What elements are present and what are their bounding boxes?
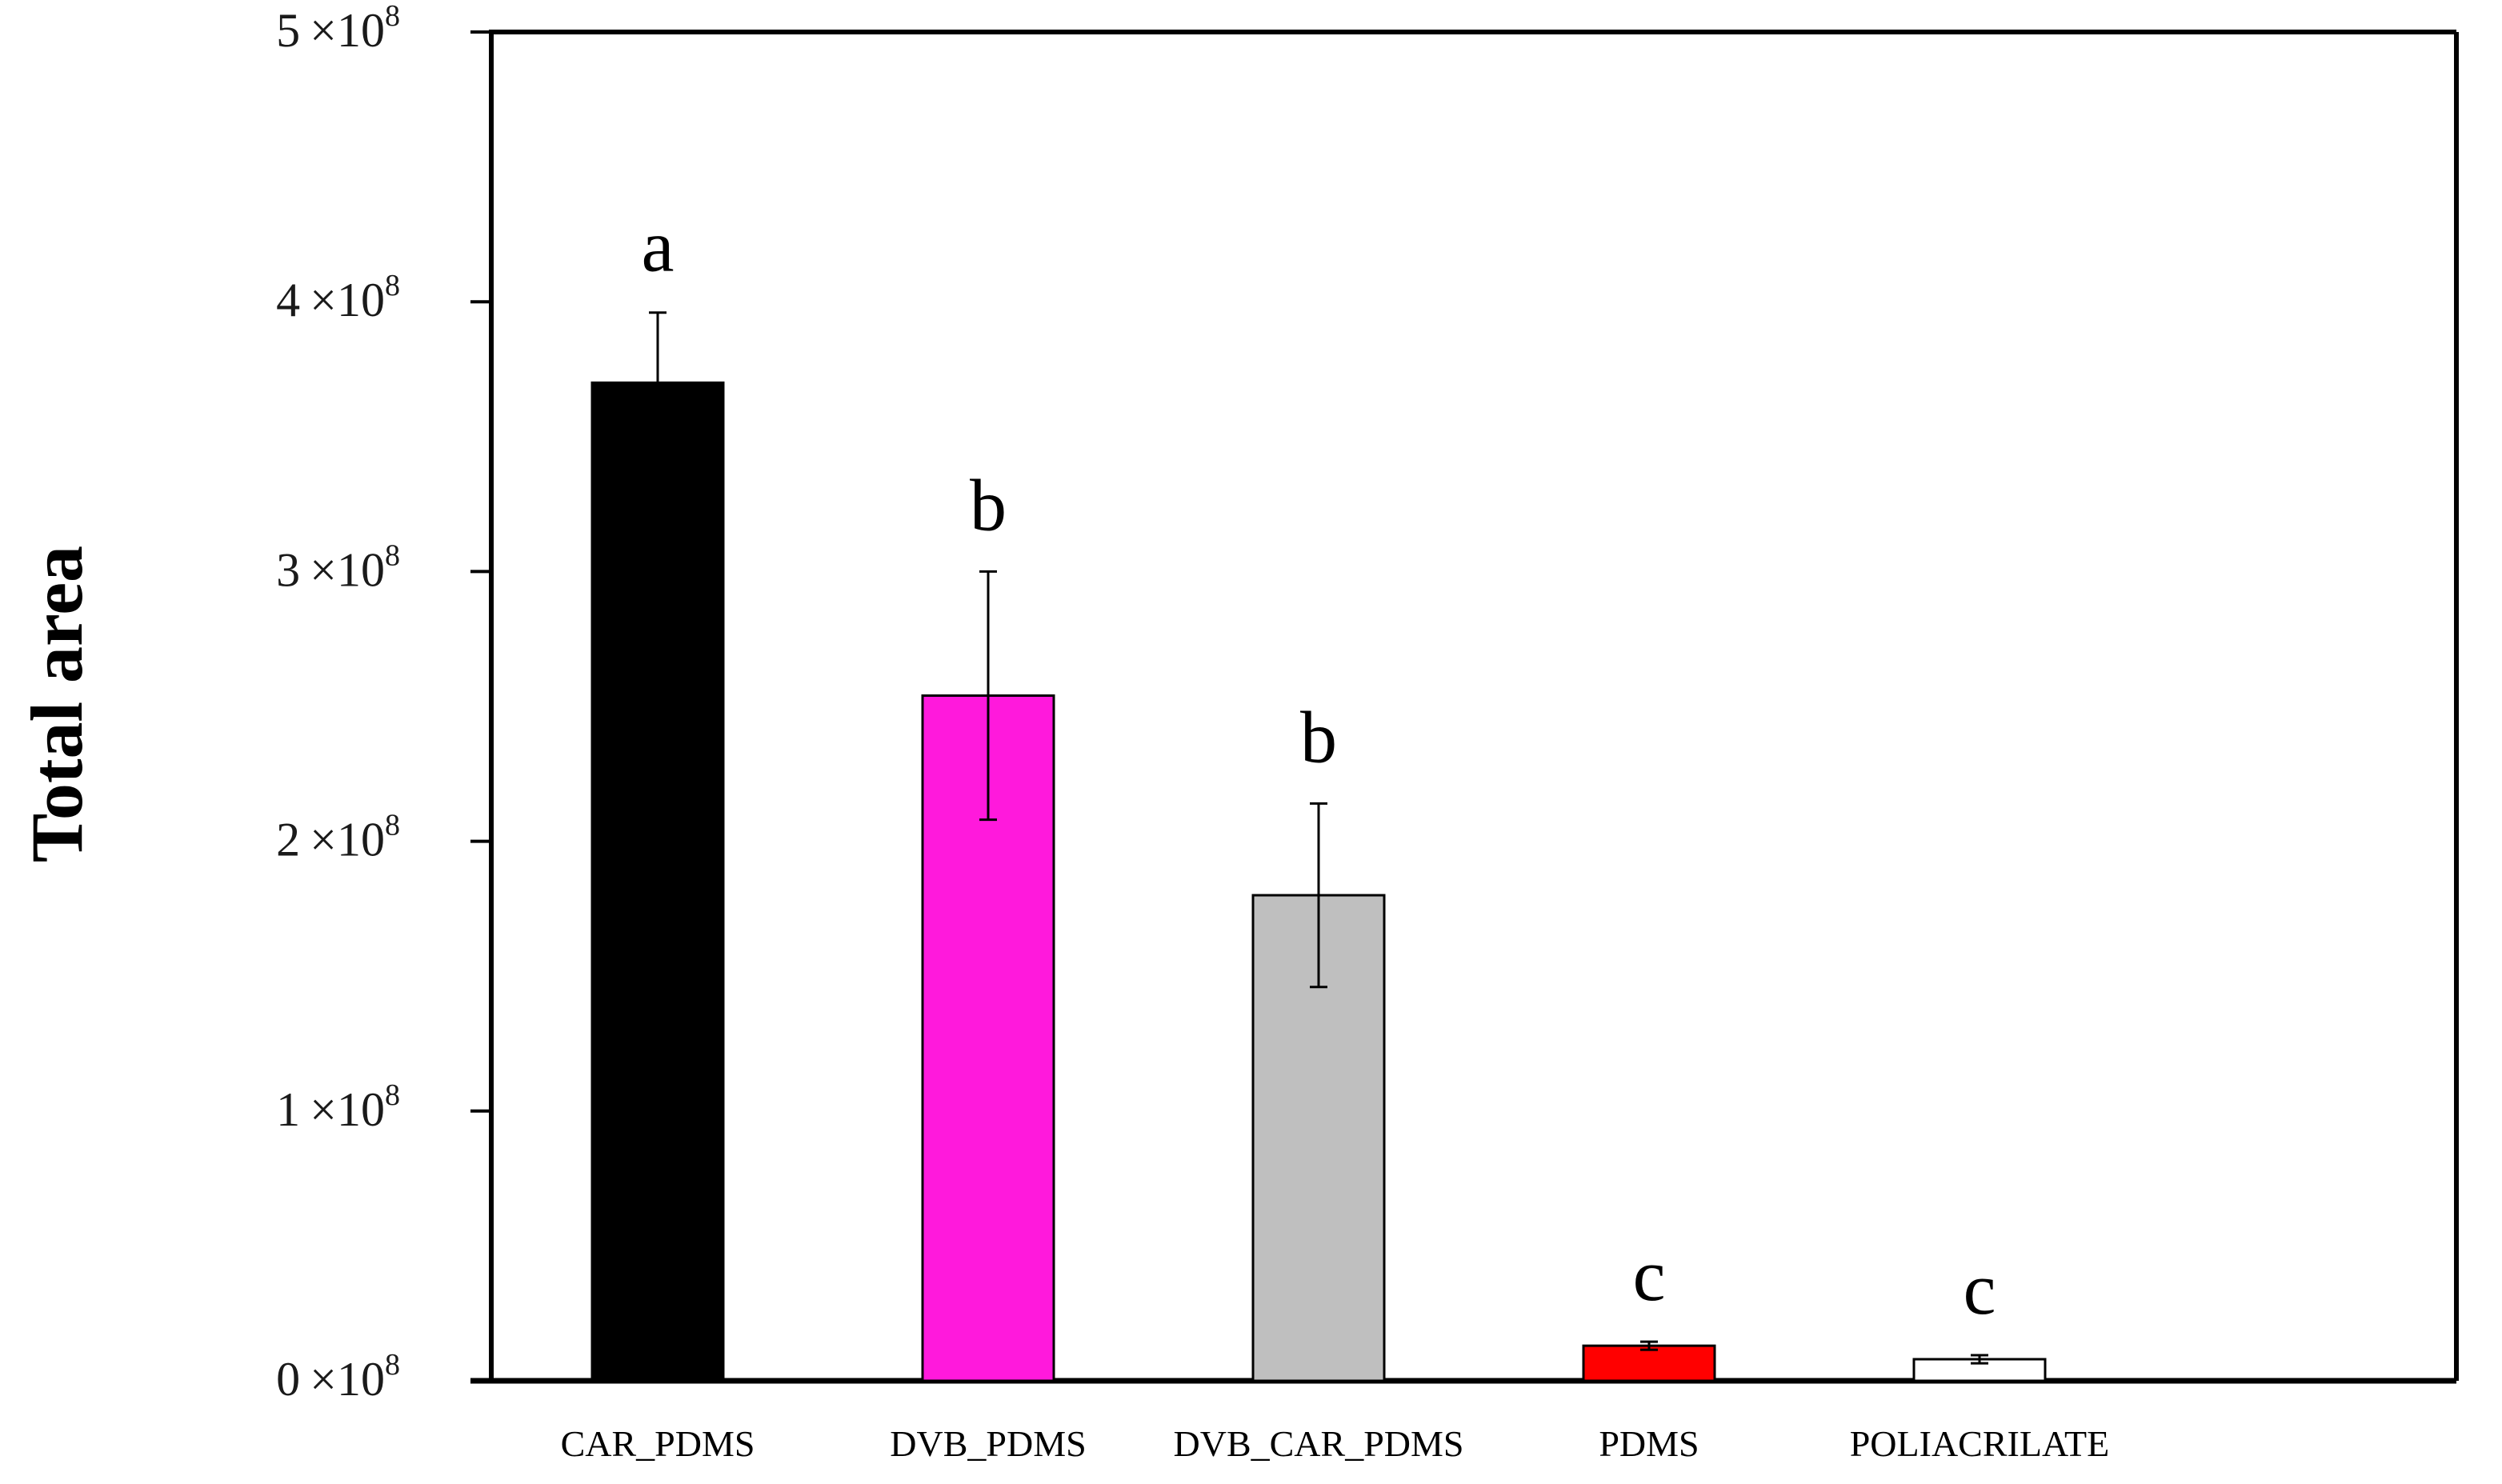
significance-letter: b bbox=[970, 464, 1007, 546]
x-tick-label: DVB_CAR_PDMS bbox=[1174, 1423, 1464, 1464]
x-tick-label: POLIACRILATE bbox=[1850, 1423, 2110, 1464]
bar-car-pdms bbox=[590, 381, 725, 1382]
y-tick-label: 2 ×108 bbox=[276, 809, 400, 866]
x-tick-label: DVB_PDMS bbox=[890, 1423, 1086, 1464]
bar-pdms bbox=[1582, 1344, 1716, 1382]
y-tick-label: 3 ×108 bbox=[276, 538, 400, 596]
x-tick-label: CAR_PDMS bbox=[561, 1423, 755, 1464]
significance-letter: b bbox=[1300, 696, 1337, 778]
significance-letter: a bbox=[642, 206, 675, 287]
y-axis-label: Total area bbox=[16, 546, 98, 862]
significance-letter: c bbox=[1964, 1248, 1996, 1330]
y-tick-label: 5 ×108 bbox=[276, 0, 400, 57]
bar-poliacrilate bbox=[1912, 1358, 2047, 1382]
significance-letter: c bbox=[1633, 1234, 1666, 1316]
x-tick-label: PDMS bbox=[1599, 1423, 1699, 1464]
y-tick-label: 1 ×108 bbox=[276, 1078, 400, 1136]
y-tick-label: 4 ×108 bbox=[276, 269, 400, 326]
y-tick-label: 0 ×108 bbox=[276, 1348, 400, 1406]
